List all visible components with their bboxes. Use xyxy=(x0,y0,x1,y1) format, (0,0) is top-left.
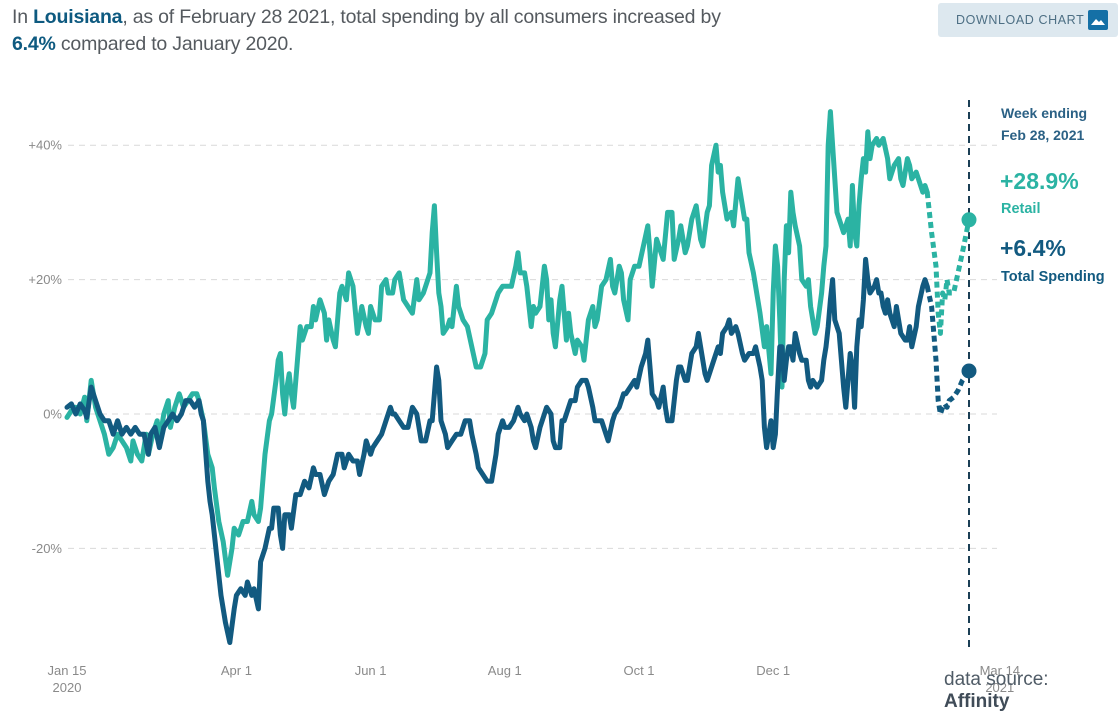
x-tick-label: Apr 1 xyxy=(221,663,252,678)
week-ending-label: Week ending xyxy=(1001,105,1087,121)
x-tick-year: 2020 xyxy=(53,680,82,695)
total-final-value: +6.4% xyxy=(1000,235,1066,261)
series-endpoint-retail xyxy=(961,212,977,228)
y-tick-label: 0% xyxy=(43,407,62,422)
x-tick-year: 2021 xyxy=(985,680,1014,695)
series-line-retail xyxy=(64,109,930,578)
x-tick-label: Mar 14 xyxy=(980,663,1020,678)
x-tick-label: Jan 15 xyxy=(47,663,86,678)
series-endpoint-total xyxy=(961,363,977,379)
headline: In Louisiana, as of February 28 2021, to… xyxy=(12,4,892,58)
x-tick-label: Jun 1 xyxy=(355,663,387,678)
x-axis-ticks: Jan 15 2020 Apr 1 Jun 1 Aug 1 Oct 1 Dec 1 Mar 1… xyxy=(47,663,1020,695)
data-source: data source: Affinity xyxy=(944,669,1118,713)
headline-middle: , as of February 28 2021, total spending… xyxy=(122,6,721,28)
headline-prefix: In xyxy=(12,6,34,28)
retail-final-value: +28.9% xyxy=(1000,168,1079,194)
data-source-name: Affinity xyxy=(944,691,1010,712)
headline-suffix: compared to January 2020. xyxy=(55,33,294,55)
x-tick-label: Dec 1 xyxy=(756,663,790,678)
week-ending-date: Feb 28, 2021 xyxy=(1001,127,1084,143)
download-chart-button[interactable]: DOWNLOAD CHART xyxy=(938,3,1118,37)
series-line-total xyxy=(64,256,930,645)
annotations: Week ending Feb 28, 2021 +28.9% Retail +… xyxy=(1000,105,1105,285)
y-tick-label: +40% xyxy=(28,138,62,153)
x-tick-label: Aug 1 xyxy=(488,663,522,678)
image-icon xyxy=(1088,10,1108,30)
series-lines xyxy=(64,109,977,645)
series-line-retail-projected xyxy=(924,191,972,336)
data-source-prefix: data source: xyxy=(944,669,1049,690)
retail-legend-label: Retail xyxy=(1001,201,1041,217)
download-chart-label: DOWNLOAD CHART xyxy=(956,13,1085,27)
headline-state: Louisiana xyxy=(33,6,123,28)
x-tick-label: Oct 1 xyxy=(623,663,654,678)
y-tick-label: -20% xyxy=(32,541,63,556)
y-axis-ticks: +40% +20% 0% -20% xyxy=(28,138,62,556)
headline-value: 6.4% xyxy=(12,33,56,55)
series-line-total-projected xyxy=(924,285,972,417)
y-tick-label: +20% xyxy=(28,272,62,287)
total-legend-label: Total Spending xyxy=(1001,269,1105,285)
